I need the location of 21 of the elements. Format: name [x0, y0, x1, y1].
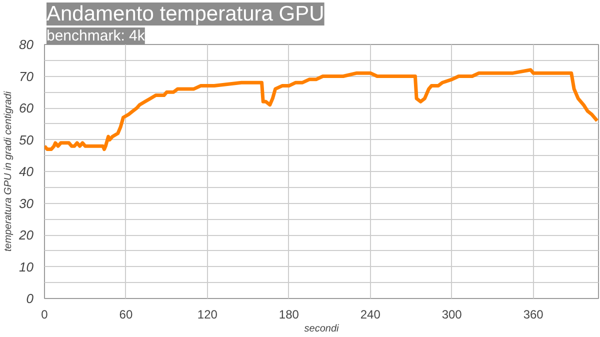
line-series	[44, 68, 598, 152]
y-tick-label: 70	[19, 68, 34, 84]
y-tick-label: 20	[18, 228, 34, 242]
y-tick-label: 30	[19, 196, 34, 211]
chart-title: Andamento temperatura GPU	[46, 2, 324, 26]
y-tick-label: 50	[19, 132, 34, 148]
y-tick-label: 40	[19, 164, 34, 179]
y-tick-label: 60	[19, 100, 34, 116]
chart-subtitle: benchmark: 4k	[46, 28, 146, 44]
x-tick-label: 120	[197, 308, 218, 322]
x-axis-title: secondi	[304, 324, 340, 334]
x-tick-label: 180	[278, 308, 300, 322]
y-axis-title: temperatura GPU in gradi centigradi	[3, 90, 14, 252]
y-tick-label: 10	[19, 259, 34, 274]
x-tick-label: 360	[523, 308, 544, 322]
x-tick-label: 60	[119, 308, 133, 322]
y-tick-label: 80	[19, 37, 34, 52]
x-tick-label: 240	[360, 308, 381, 322]
y-tick-label: 0	[26, 291, 34, 306]
x-tick-label: 300	[442, 308, 462, 322]
x-tick-label: 0	[41, 308, 48, 322]
